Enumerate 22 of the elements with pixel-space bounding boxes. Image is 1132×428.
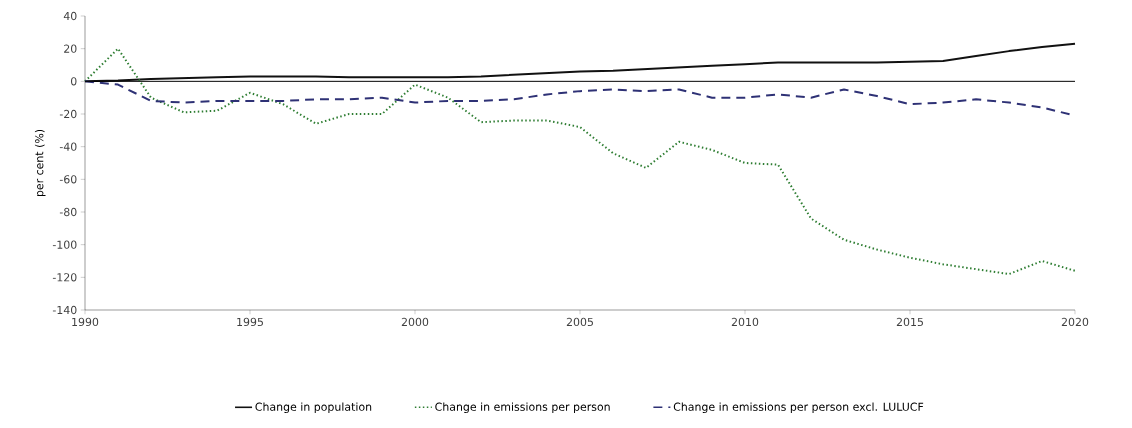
- legend-label: Change in emissions per person: [435, 402, 610, 413]
- y-tick-label: -20: [59, 109, 77, 119]
- y-tick-label: -140: [52, 305, 77, 315]
- x-tick-label: 2010: [731, 317, 759, 327]
- x-tick-label: 1990: [72, 317, 99, 327]
- y-tick-label: -80: [59, 207, 77, 217]
- y-tick-label: -60: [59, 175, 77, 184]
- legend-label: Change in population: [255, 402, 372, 413]
- line-series: [84, 47, 1077, 276]
- x-tick-label: 2000: [401, 317, 429, 327]
- y-axis-title: per cent (%): [34, 129, 46, 197]
- x-tick-label: 2020: [1061, 317, 1089, 327]
- y-tick-label: 0: [70, 77, 77, 86]
- y-tick-label: 20: [64, 44, 77, 53]
- x-tick-label: 1995: [237, 317, 263, 327]
- legend-label: Change in emissions per person excl. LULUCF: [673, 402, 924, 413]
- x-tick-label: 2005: [566, 317, 593, 327]
- y-tick-label: -40: [59, 142, 77, 151]
- y-tick-label: -120: [52, 273, 77, 282]
- y-tick-label: -100: [52, 240, 77, 249]
- x-tick-label: 2015: [896, 317, 923, 327]
- y-tick-label: 40: [63, 11, 77, 21]
